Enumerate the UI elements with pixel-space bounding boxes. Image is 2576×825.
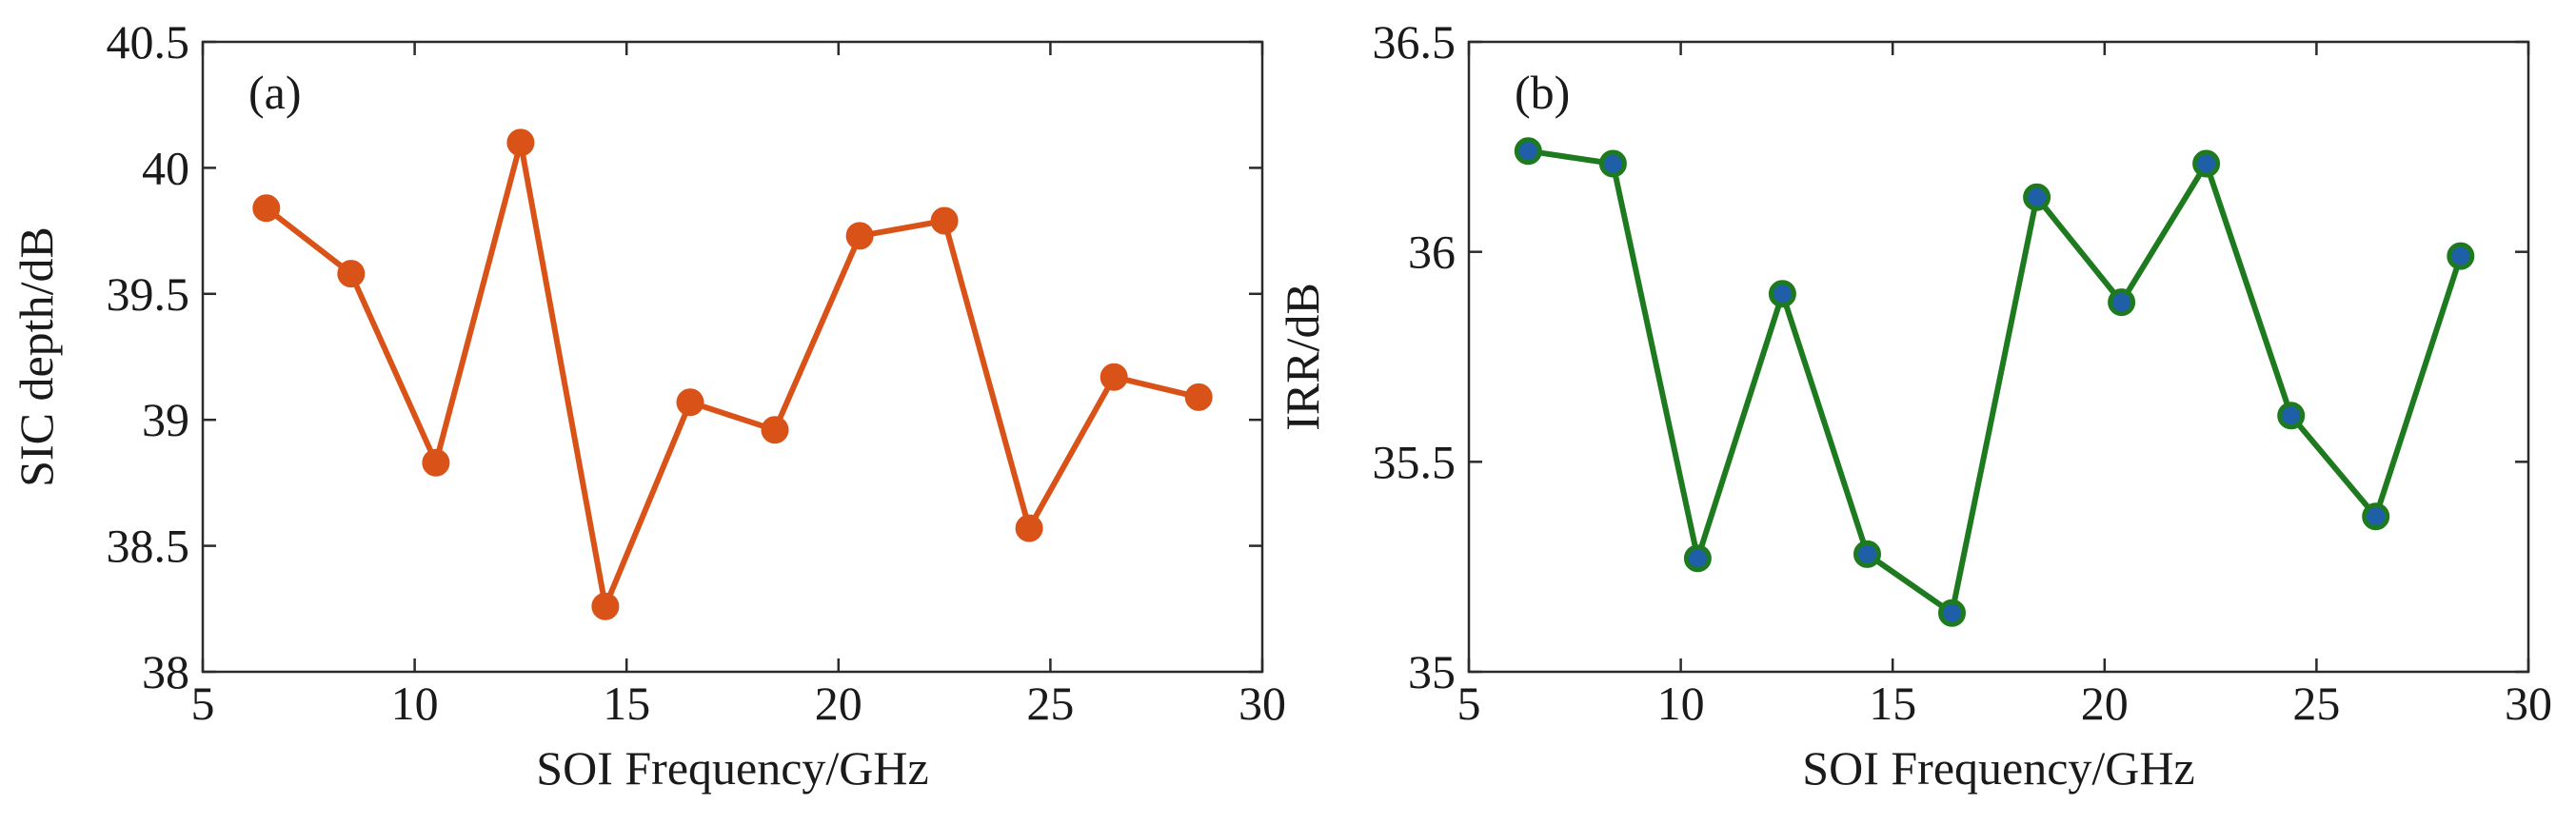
data-point [1598, 149, 1627, 178]
x-tick-label: 15 [1869, 677, 1916, 730]
x-axis-title: SOI Frequency/GHz [1802, 741, 2194, 795]
data-point [1100, 363, 1128, 391]
y-axis-title: SIC depth/dB [10, 226, 63, 487]
series-line-0 [1527, 147, 2464, 617]
x-tick-label: 20 [815, 677, 862, 730]
data-point [676, 388, 704, 417]
x-tick-label: 30 [2505, 677, 2552, 730]
y-tick-label: 36 [1408, 226, 1456, 279]
panel-label: (a) [248, 66, 302, 119]
x-tick-label: 10 [391, 677, 439, 730]
x-axis-title: SOI Frequency/GHz [536, 741, 928, 795]
plot-frame [1467, 40, 2530, 674]
y-tick-label: 40 [142, 141, 189, 194]
y-tick-label: 35 [1408, 645, 1456, 698]
x-tick-label: 30 [1238, 677, 1286, 730]
data-point [1015, 514, 1043, 542]
data-point [761, 416, 789, 444]
x-tick-label: 5 [1457, 677, 1481, 730]
y-tick-label: 35.5 [1373, 435, 1456, 488]
panel-label: (b) [1515, 66, 1570, 119]
data-point [2277, 402, 2306, 430]
x-tick-label: 20 [2081, 677, 2129, 730]
chart-panel-1: 5 10 15 20 25 30 35 35.5 36 36.5 SOI Frequency/GHz… [1276, 15, 2552, 795]
data-point [930, 206, 959, 235]
data-point [2362, 502, 2390, 531]
data-point [252, 194, 281, 223]
y-axis-title: IRR/dB [1276, 283, 1329, 431]
data-point [2192, 149, 2221, 178]
data-point [1853, 540, 1881, 568]
data-point [1514, 137, 1542, 166]
data-point [591, 592, 620, 620]
data-point [337, 260, 366, 288]
data-point [422, 448, 450, 477]
data-point [1683, 544, 1712, 573]
plot-frame [201, 40, 1264, 674]
chart-panel-0: 5 10 15 20 25 30 38 38.5 39 39.5 40 40.5 SOI Frequen… [10, 15, 1286, 795]
x-tick-label: 10 [1657, 677, 1705, 730]
x-tick-label: 25 [1026, 677, 1074, 730]
y-tick-label: 40.5 [107, 15, 190, 69]
y-tick-label: 36.5 [1373, 15, 1456, 69]
x-tick-label: 15 [603, 677, 650, 730]
y-tick-label: 39.5 [107, 267, 190, 321]
y-tick-label: 38 [142, 645, 189, 698]
data-point [1184, 383, 1213, 411]
y-tick-label: 38.5 [107, 520, 190, 573]
x-tick-label: 5 [191, 677, 215, 730]
data-point [506, 128, 535, 157]
data-point [2108, 288, 2136, 317]
data-point [2447, 242, 2475, 270]
x-tick-label: 25 [2292, 677, 2340, 730]
data-point [845, 222, 874, 250]
data-point [1938, 599, 1966, 627]
data-point [1768, 280, 1796, 308]
series-line-0 [264, 139, 1199, 610]
y-tick-label: 39 [142, 393, 189, 446]
data-point [2023, 183, 2051, 211]
